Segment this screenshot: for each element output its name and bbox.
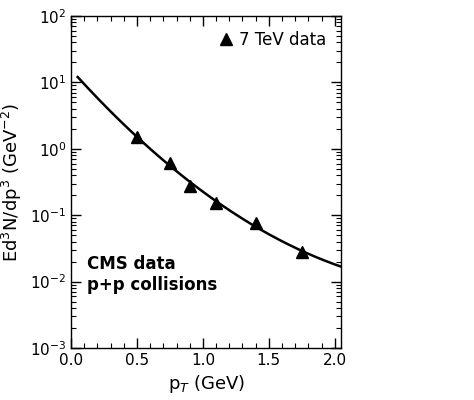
Text: CMS data
p+p collisions: CMS data p+p collisions <box>87 255 218 294</box>
X-axis label: p$_{T}$ (GeV): p$_{T}$ (GeV) <box>167 374 245 396</box>
Legend: 7 TeV data: 7 TeV data <box>212 24 333 56</box>
Y-axis label: Ed$^{3}$N/dp$^{3}$ (GeV$^{-2}$): Ed$^{3}$N/dp$^{3}$ (GeV$^{-2}$) <box>0 102 24 262</box>
